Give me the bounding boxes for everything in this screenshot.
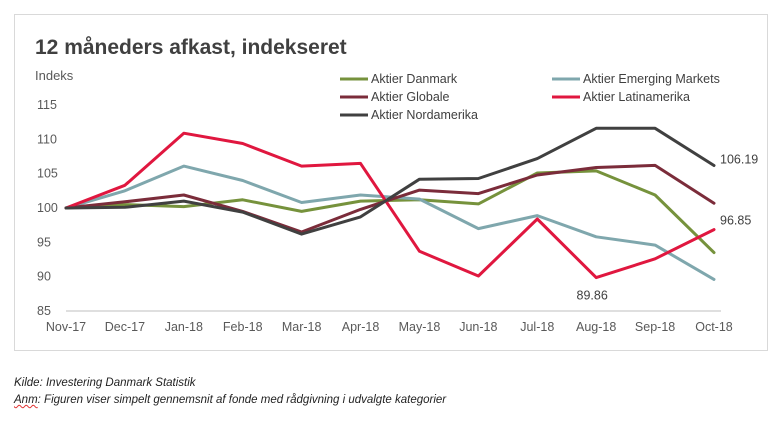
y-tick-label: 90 [37,270,51,284]
x-tick-label: Nov-17 [46,320,86,334]
legend-label: Aktier Latinamerika [583,90,690,104]
x-tick-label: Mar-18 [282,320,322,334]
series-line-2 [64,164,716,281]
y-tick-label: 85 [37,304,51,318]
y-tick-label: 95 [37,235,51,249]
x-tick-label: Apr-18 [342,320,380,334]
data-label: 106.19 [720,152,758,166]
x-tick-label: Jun-18 [459,320,497,334]
x-tick-label: Feb-18 [223,320,263,334]
y-tick-label: 110 [37,132,57,146]
source-note: Kilde: Investering Danmark Statistik [14,375,446,392]
data-labels: 106.19 96.85 89.86 [577,152,759,302]
data-label: 96.85 [720,214,751,228]
y-axis-ticks: 85 90 95 100 105 110 115 [37,98,58,318]
legend-label: Aktier Globale [371,90,450,104]
x-tick-label: May-18 [399,320,441,334]
x-tick-label: Dec-17 [105,320,145,334]
series-line-5 [64,126,716,236]
legend-label: Aktier Emerging Markets [583,72,720,86]
series-lines [64,126,716,281]
y-tick-label: 105 [37,167,58,181]
x-tick-label: Jan-18 [165,320,203,334]
chart-title: 12 måneders afkast, indekseret [35,36,347,59]
source-prefix: Kilde: [14,377,43,389]
x-tick-label: Sep-18 [635,320,675,334]
legend: Aktier Danmark Aktier Emerging Markets Akt… [340,72,720,122]
remark-note: Anm: Figuren viser simpelt gennemsnit af… [14,392,446,409]
x-tick-label: Jul-18 [520,320,554,334]
remark-prefix: Anm [14,394,38,406]
y-tick-label: 115 [37,98,57,112]
x-tick-label: Oct-18 [695,320,733,334]
legend-label: Aktier Danmark [371,72,458,86]
x-axis-ticks: Nov-17 Dec-17 Jan-18 Feb-18 Mar-18 Apr-18 May-… [46,320,733,334]
footnotes: Kilde: Investering Danmark Statistik Anm… [14,375,446,409]
y-axis-title: Indeks [35,68,74,83]
y-tick-label: 100 [37,201,58,215]
x-tick-label: Aug-18 [576,320,616,334]
data-label: 89.86 [577,289,608,303]
line-chart: Indeks 85 90 95 100 105 110 115 Nov-17 Dec-17 Ja… [35,68,759,334]
legend-label: Aktier Nordamerika [371,108,478,122]
chart-frame [14,14,768,351]
source-text: Investering Danmark Statistik [42,377,196,389]
series-line-4 [64,131,716,280]
remark-text: : Figuren viser simpelt gennemsnit af fo… [37,394,447,406]
